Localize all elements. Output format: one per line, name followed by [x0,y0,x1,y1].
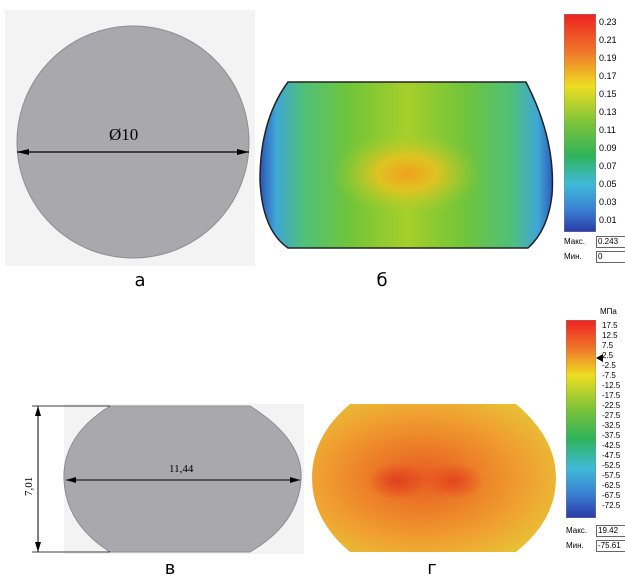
legend-top-colorbar [564,14,596,232]
panel-v-oval-section: 11,44 7,01 [18,400,308,556]
legend-bottom-tick: -37.5 [602,431,621,440]
caption-v: в [164,558,176,579]
legend-top-min-value: 0 [596,251,625,263]
legend-bottom-tick: -2.5 [602,361,616,370]
legend-bottom-tick: 2.5 [602,351,614,360]
legend-top-tick: 0.11 [599,125,616,135]
legend-top-tick: 0.21 [599,35,617,45]
legend-bottom-colorbar [566,320,596,518]
legend-top-min-label: Мин. [564,252,582,261]
legend-bottom-max-value: 19.42 [596,525,625,537]
legend-top-tick: 0.01 [599,215,617,225]
legend-bottom-max-label: Макс. [566,526,588,535]
legend-top-tick: 0.17 [599,71,617,81]
legend-bottom-tick: -42.5 [602,441,621,450]
legend-top-tick: 0.03 [599,197,617,207]
legend-bottom-pointer-icon [596,354,603,362]
caption-a: а [134,270,146,291]
panel-g-stress-map [310,402,558,554]
legend-bottom-unit: МПа [600,307,617,316]
legend-bottom: МПа 17.5 12.5 7.5 2.5 -2.5 -7.5 -12.5 -1… [562,304,625,558]
legend-top-tick: 0.23 [599,17,617,27]
legend-bottom-min-label: Мин. [566,541,584,550]
legend-bottom-tick: -57.5 [602,471,621,480]
caption-b: б [376,270,388,291]
height-label: 7,01 [23,477,35,496]
legend-top-tick: 0.19 [599,53,617,63]
width-label: 11,44 [169,463,194,475]
legend-top-tick: 0.15 [599,89,617,99]
panel-b-deformation-map [258,80,556,250]
legend-top-max-value: 0.243 [596,236,625,248]
deformation-map-top [259,81,554,249]
diameter-label: Ø10 [109,125,138,144]
legend-bottom-tick: -32.5 [602,421,621,430]
legend-bottom-tick: -7.5 [602,371,616,380]
legend-bottom-tick: -47.5 [602,451,621,460]
legend-bottom-tick: 7.5 [602,341,614,350]
legend-top-tick: 0.13 [599,107,617,117]
circle-section-drawing: Ø10 [5,10,255,266]
legend-bottom-tick: 12.5 [602,331,618,340]
legend-bottom-tick: -22.5 [602,401,621,410]
legend-top-max-label: Макс. [564,237,586,246]
legend-bottom-tick: -17.5 [602,391,621,400]
legend-top-tick: 0.09 [599,143,617,153]
panel-a-circle-section: Ø10 [5,10,255,266]
legend-bottom-tick: -62.5 [602,481,621,490]
caption-g: г [427,558,437,579]
legend-bottom-tick: -67.5 [602,491,621,500]
legend-bottom-tick: -52.5 [602,461,621,470]
legend-bottom-min-value: -75.61 [596,540,625,552]
legend-bottom-tick: -72.5 [602,501,621,510]
legend-bottom-tick: -27.5 [602,411,621,420]
legend-bottom-tick: -12.5 [602,381,621,390]
legend-top-tick: 0.05 [599,179,617,189]
legend-top: 0.23 0.21 0.19 0.17 0.15 0.13 0.11 0.09 … [560,10,625,268]
oval-section-drawing: 11,44 7,01 [23,404,304,554]
stress-map-bottom [312,404,556,552]
legend-top-tick: 0.07 [599,161,617,171]
legend-bottom-tick: 17.5 [602,321,618,330]
